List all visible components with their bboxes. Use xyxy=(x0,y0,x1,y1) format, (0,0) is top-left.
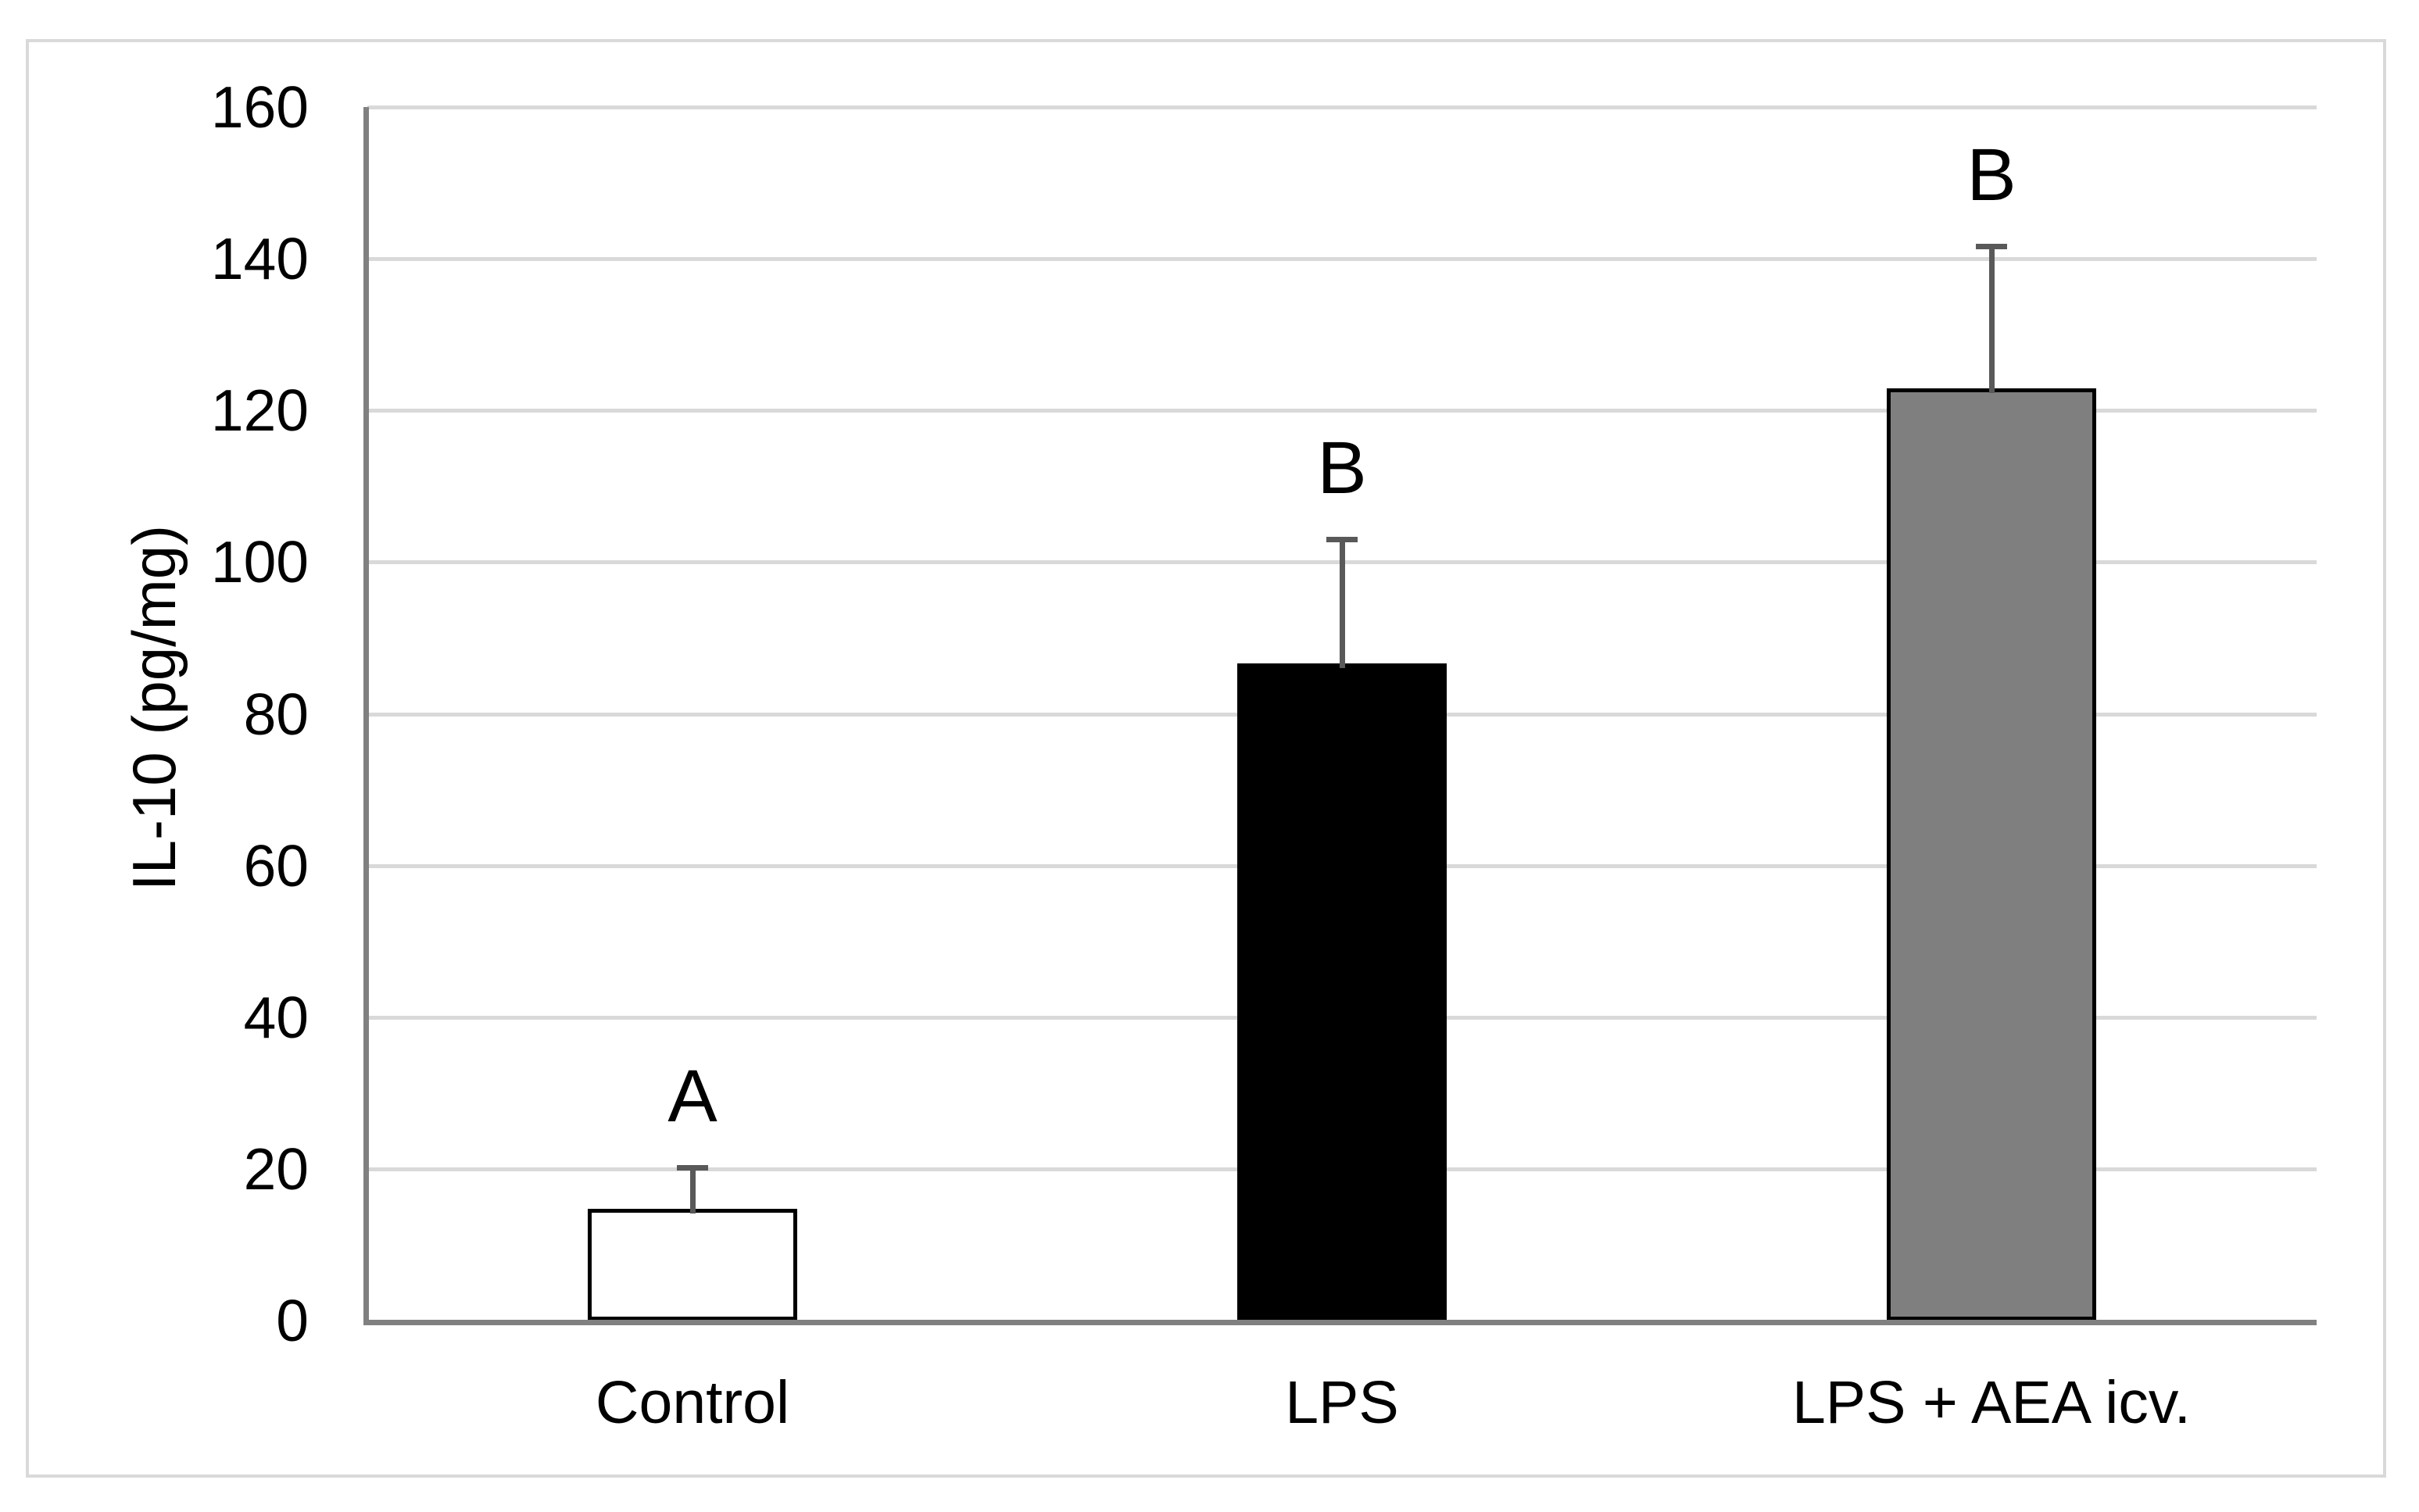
x-axis-category-label: Control xyxy=(595,1369,790,1436)
y-tick-label: 20 xyxy=(243,1136,309,1202)
x-axis-category-label: LPS xyxy=(1285,1369,1399,1436)
bar-control xyxy=(588,1209,797,1321)
y-tick-label: 80 xyxy=(243,681,309,747)
figure-border xyxy=(26,39,2386,1478)
y-tick-label: 40 xyxy=(243,985,309,1050)
y-gridline xyxy=(367,257,2317,261)
x-axis-category-label: LPS + AEA icv. xyxy=(1791,1369,2192,1436)
y-tick-label: 160 xyxy=(210,74,309,140)
significance-letter: A xyxy=(667,1055,717,1138)
y-tick-label: 0 xyxy=(276,1288,309,1353)
error-bar-line xyxy=(1340,542,1345,668)
significance-letter: B xyxy=(1966,134,2016,216)
y-tick-label: 140 xyxy=(210,226,309,291)
y-gridline xyxy=(367,409,2317,413)
bar-lps-aea-icv xyxy=(1887,388,2096,1321)
error-bar-cap xyxy=(1326,537,1358,542)
y-gridline xyxy=(367,105,2317,109)
error-bar-line xyxy=(690,1170,696,1214)
significance-letter: B xyxy=(1317,427,1367,509)
error-bar-cap xyxy=(1976,244,2007,249)
y-tick-label: 120 xyxy=(210,377,309,443)
error-bar-cap xyxy=(677,1165,708,1171)
y-axis-line xyxy=(363,107,369,1325)
error-bar-line xyxy=(1989,248,1995,393)
y-tick-label: 100 xyxy=(210,529,309,595)
x-axis-line xyxy=(363,1320,2317,1325)
y-axis-title: IL-10 (pg/mg) xyxy=(120,524,188,892)
y-tick-label: 60 xyxy=(243,833,309,899)
bar-lps xyxy=(1237,663,1447,1321)
